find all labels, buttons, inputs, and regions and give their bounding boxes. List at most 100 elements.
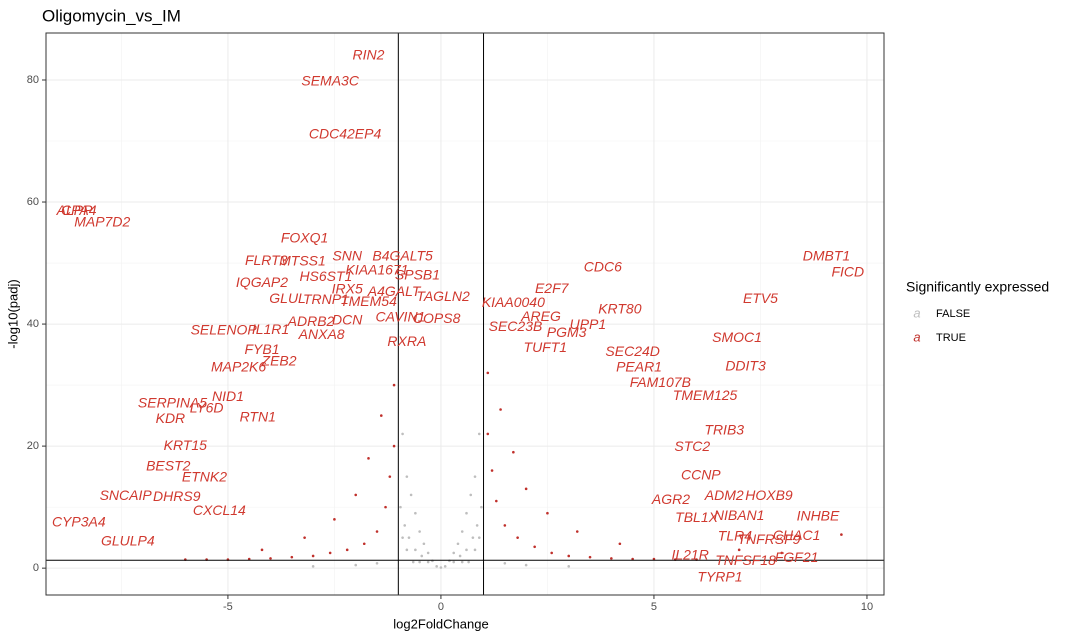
gene-label: E2F7 <box>535 280 570 296</box>
point <box>503 561 507 565</box>
point <box>471 536 475 539</box>
point <box>388 475 392 478</box>
point <box>303 536 306 539</box>
point <box>426 551 430 555</box>
gene-label: A4GALT <box>367 283 422 299</box>
gene-label: FYB1 <box>244 341 279 357</box>
y-tick-label: 60 <box>27 196 39 208</box>
point <box>575 530 579 533</box>
point <box>780 551 784 555</box>
gene-label: SMOC1 <box>712 329 762 345</box>
gene-label: ZEB2 <box>261 353 297 369</box>
x-tick-label: -5 <box>223 601 233 613</box>
point <box>414 548 417 552</box>
point <box>618 542 622 546</box>
point <box>567 565 571 568</box>
gene-label: TNFRSF9 <box>737 531 800 547</box>
point <box>333 518 336 521</box>
point <box>467 560 470 564</box>
x-axis-title: log2FoldChange <box>393 616 488 631</box>
point <box>435 565 438 568</box>
point <box>473 548 477 552</box>
gene-label: MAP7D2 <box>74 213 130 229</box>
gene-label: KIAA1671 <box>345 262 408 278</box>
gene-label: TMEM54 <box>340 293 397 309</box>
point <box>426 560 430 564</box>
y-tick-label: 20 <box>27 440 39 452</box>
y-tick-label: 80 <box>27 74 39 86</box>
gene-label: SPSB1 <box>395 267 440 283</box>
gene-label: HS6ST1 <box>299 268 352 284</box>
gene-label: TMEM125 <box>673 387 738 403</box>
gene-label: GLULP4 <box>101 533 155 549</box>
point <box>495 499 498 503</box>
gene-label: TYRP1 <box>697 569 742 585</box>
gene-label: SEMA3C <box>301 73 359 89</box>
point <box>384 505 387 509</box>
point <box>567 554 571 558</box>
gene-label: AGR2 <box>651 491 690 507</box>
gene-label: B4GALT5 <box>372 248 433 264</box>
gene-label: ADM2 <box>704 487 744 503</box>
point <box>458 554 462 558</box>
point <box>460 560 464 564</box>
gene-label: INHBE <box>797 508 840 524</box>
point <box>345 548 349 552</box>
point <box>452 560 456 564</box>
x-tick-label: 5 <box>651 601 657 613</box>
point <box>328 551 332 555</box>
point <box>401 536 404 539</box>
gene-label: NID1 <box>212 388 244 404</box>
point <box>379 414 383 417</box>
point <box>473 475 477 478</box>
gene-label: SNCAIP <box>100 487 153 503</box>
plot-panel <box>46 33 884 595</box>
gene-label: COPS8 <box>413 310 461 326</box>
point <box>486 432 490 436</box>
gene-label: CPA4 <box>61 202 97 218</box>
y-tick-label: 0 <box>33 562 39 574</box>
gene-label: SEC23B <box>489 318 543 334</box>
gene-label: AREG <box>520 308 561 324</box>
plot-border <box>45 32 885 596</box>
point <box>422 542 426 546</box>
gene-label: TUFT1 <box>524 339 568 355</box>
point <box>486 371 490 375</box>
point <box>392 444 396 448</box>
point <box>516 536 519 539</box>
point <box>533 545 536 549</box>
gene-label: TBL1X <box>675 509 718 525</box>
gene-label: PEAR1 <box>616 359 662 375</box>
point <box>409 493 413 497</box>
point <box>737 548 741 552</box>
point <box>456 542 460 546</box>
gene-label: TRIB3 <box>704 422 744 438</box>
gene-label: SNN <box>332 248 362 264</box>
gene-label: RIN2 <box>353 46 385 62</box>
point <box>247 557 251 561</box>
gene-label: DMBT1 <box>803 248 850 264</box>
point <box>546 511 549 515</box>
gene-label: NIBAN1 <box>714 507 765 523</box>
gene-label: CCNP <box>681 467 721 483</box>
gene-label: BEST2 <box>146 458 191 474</box>
point <box>499 408 502 411</box>
point <box>354 493 358 497</box>
point <box>588 555 592 559</box>
point <box>465 511 468 515</box>
gene-label: DDIT3 <box>725 357 766 373</box>
point <box>418 530 421 533</box>
point <box>401 432 404 436</box>
chart-title: Oligomycin_vs_IM <box>42 6 181 25</box>
gene-label: GLUL <box>269 290 306 306</box>
gene-label: FOXQ1 <box>281 229 328 245</box>
point <box>443 565 447 568</box>
point <box>439 566 443 569</box>
point <box>414 511 417 515</box>
point <box>652 557 656 561</box>
legend-key: a <box>913 329 920 344</box>
gene-label: CDC6 <box>584 259 622 275</box>
gene-label: TLR4 <box>718 528 752 544</box>
point <box>354 563 358 567</box>
point <box>512 450 515 454</box>
